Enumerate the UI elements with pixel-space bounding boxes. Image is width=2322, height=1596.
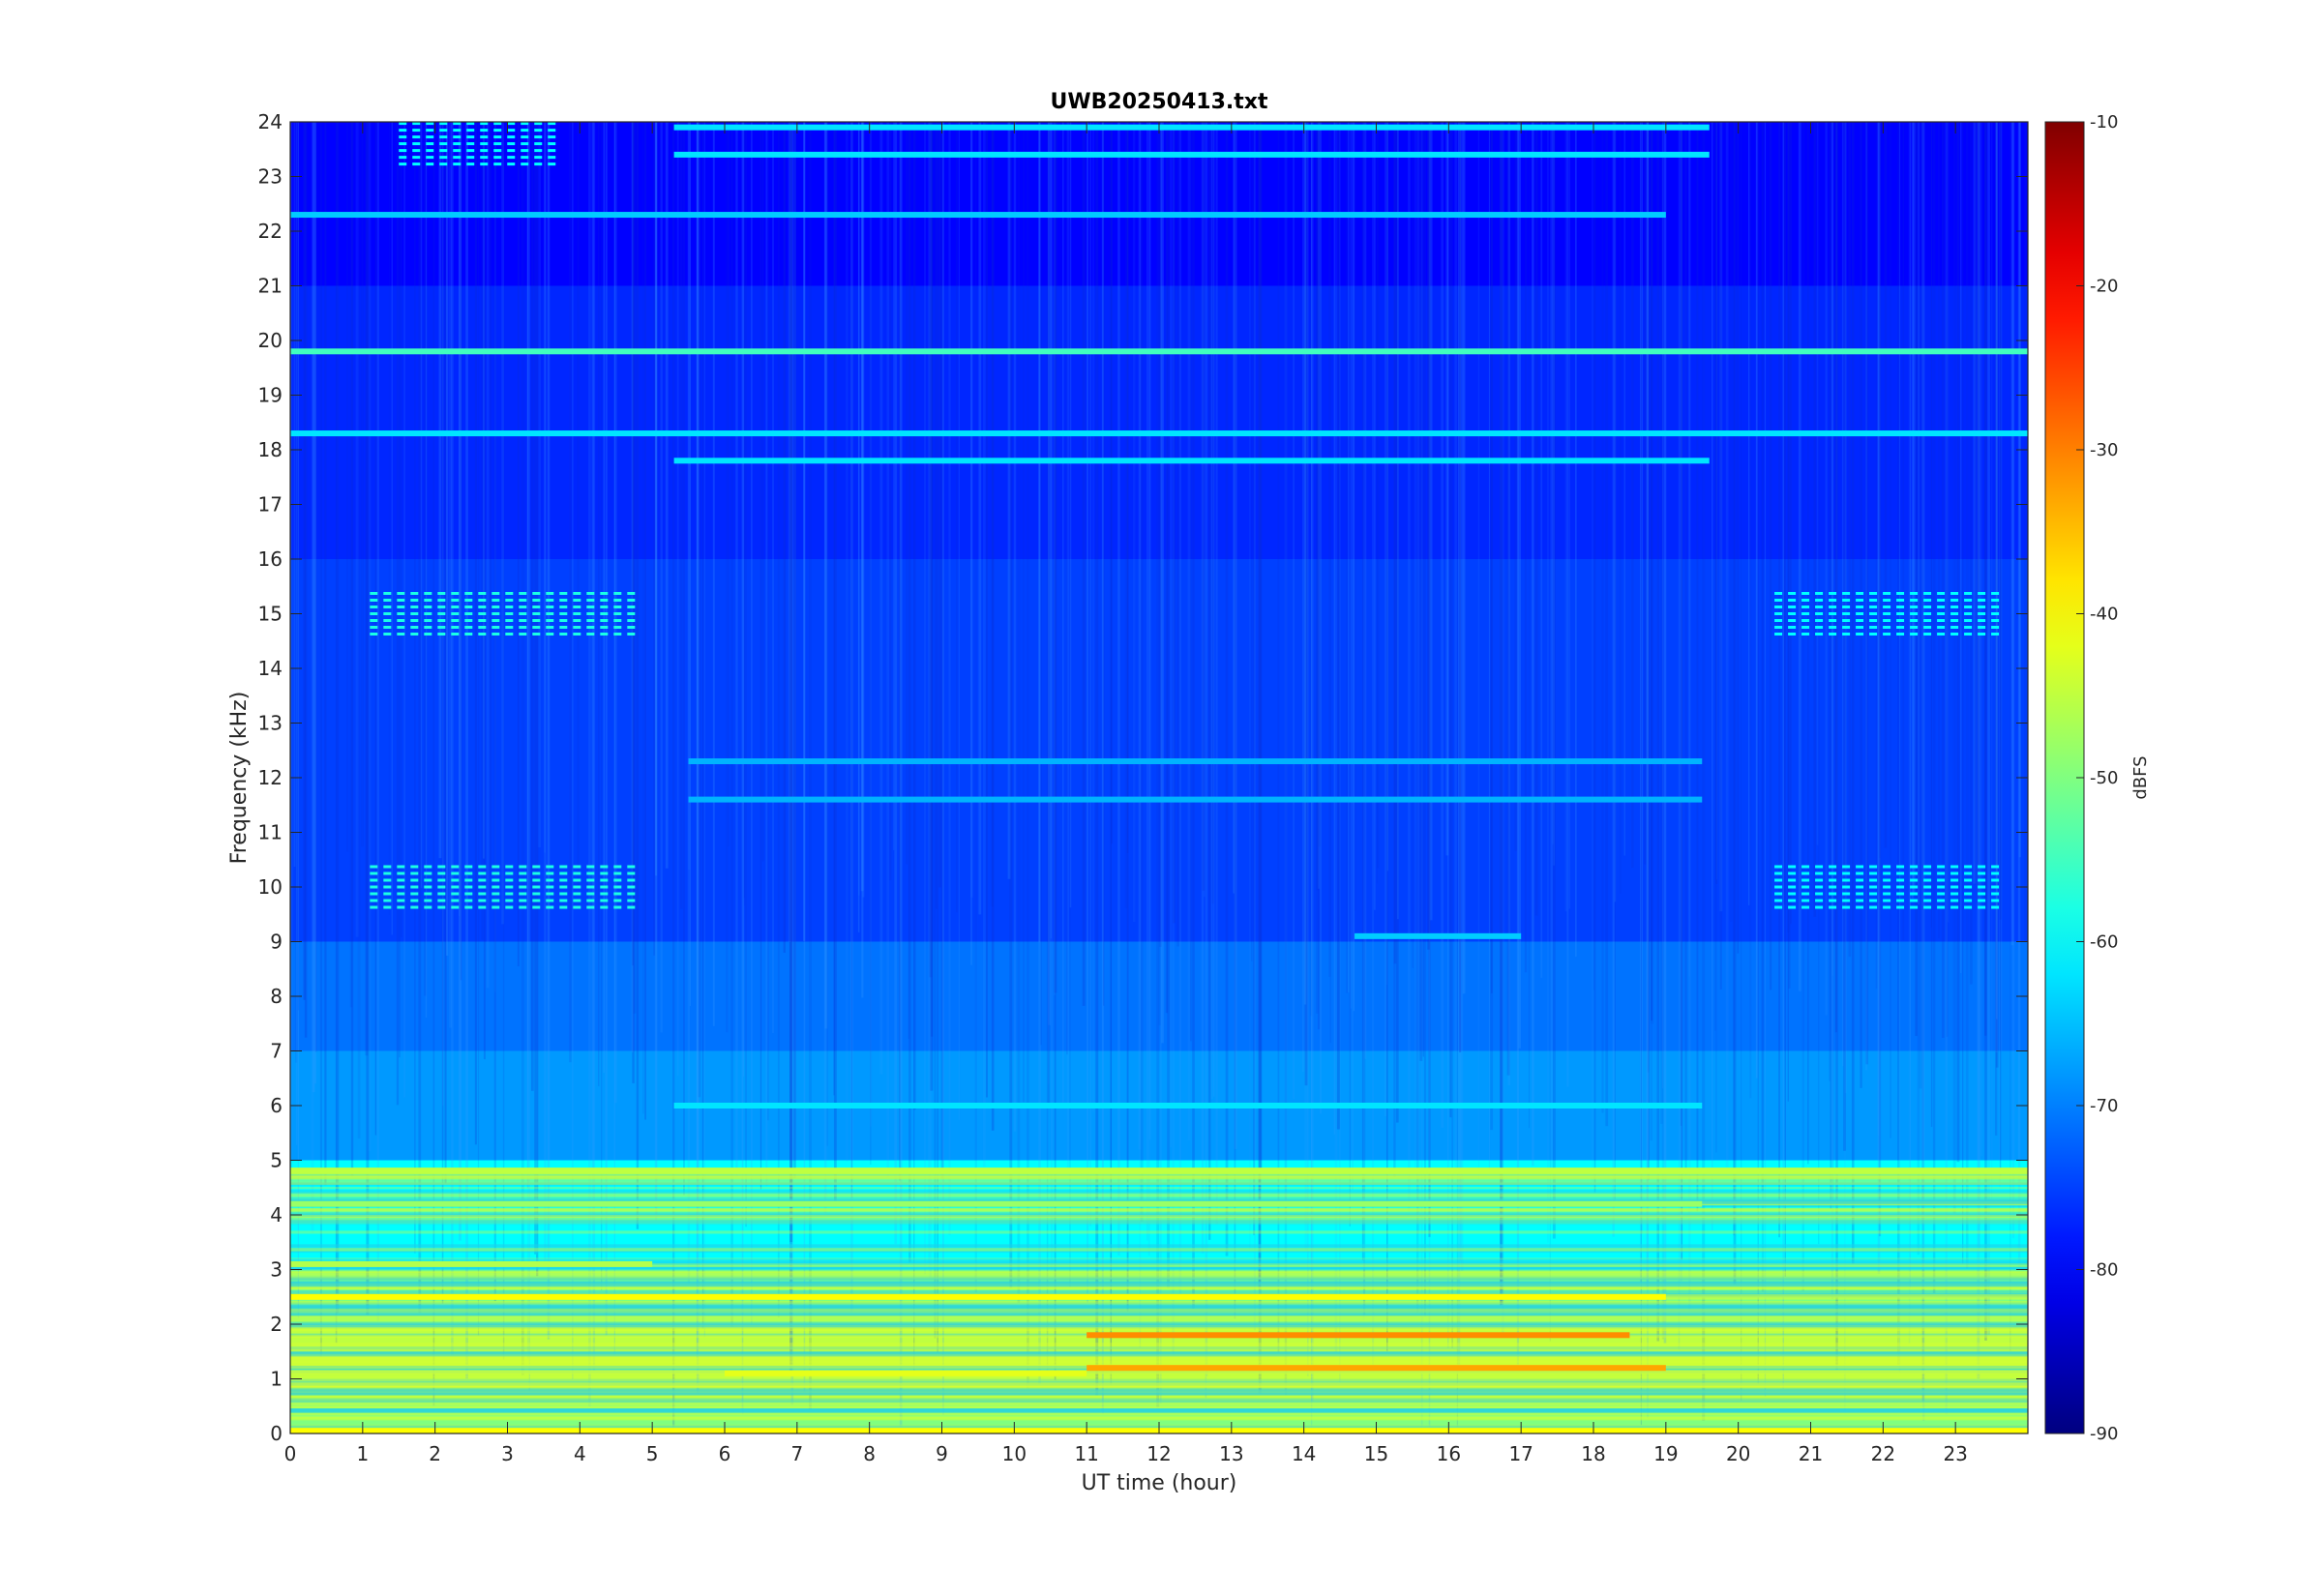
narrowband-line-16 [673, 151, 1710, 158]
narrowband-line-12 [673, 458, 1710, 464]
colorbar-tick-label-8: -90 [2090, 1424, 2118, 1444]
y-tick-label-23: 23 [258, 165, 283, 189]
y-tick-label-11: 11 [258, 821, 283, 844]
y-tick-label-13: 13 [258, 712, 283, 735]
y-tick-label-18: 18 [258, 438, 283, 461]
y-tick-label-20: 20 [258, 329, 283, 352]
x-tick-label-6: 6 [719, 1442, 731, 1465]
narrowband-line-8 [673, 1103, 1703, 1108]
narrowband-line-6 [290, 1200, 1703, 1207]
y-tick-label-10: 10 [258, 875, 283, 899]
x-tick-label-4: 4 [574, 1442, 586, 1465]
frequency-band-6 [290, 559, 2028, 942]
x-tick-label-7: 7 [790, 1442, 803, 1465]
x-axis: 0 1 2 3 4 5 6 7 8 9 10 11 12 13 14 15 16 17 18 19 20 21 22 23 [284, 122, 1968, 1465]
x-tick-label-1: 1 [356, 1442, 369, 1465]
narrowband-line-3 [1087, 1332, 1630, 1339]
y-tick-label-1: 1 [270, 1368, 283, 1391]
y-tick-label-5: 5 [270, 1149, 283, 1172]
narrowband-line-2 [1087, 1365, 1666, 1372]
x-tick-label-15: 15 [1364, 1442, 1388, 1465]
colorbar-tick-label-1: -20 [2090, 277, 2118, 297]
narrowband-line-9 [1354, 932, 1522, 939]
spectrogram-plot-area [290, 122, 2028, 1433]
frequency-band-7 [290, 285, 2028, 559]
x-tick-label-0: 0 [284, 1442, 297, 1465]
x-tick-label-10: 10 [1002, 1442, 1027, 1465]
pulsed-signal-block-2 [1774, 592, 2000, 635]
narrowband-line-10 [688, 796, 1703, 803]
chart-title: UWB20250413.txt [1051, 90, 1268, 114]
x-tick-label-17: 17 [1508, 1442, 1533, 1465]
y-tick-label-8: 8 [270, 985, 283, 1008]
y-tick-label-21: 21 [258, 275, 283, 298]
frequency-band-5 [290, 941, 2028, 1051]
y-axis-label: Frequency (kHz) [227, 692, 252, 865]
x-tick-label-21: 21 [1799, 1442, 1823, 1465]
y-tick-label-15: 15 [258, 603, 283, 626]
y-tick-label-0: 0 [270, 1422, 283, 1445]
x-tick-label-2: 2 [429, 1442, 441, 1465]
y-tick-label-4: 4 [270, 1203, 283, 1227]
colorbar-label: dBFS [2130, 755, 2151, 799]
y-tick-label-22: 22 [258, 220, 283, 243]
narrowband-line-11 [688, 758, 1703, 765]
y-tick-label-7: 7 [270, 1040, 283, 1063]
y-tick-label-16: 16 [258, 547, 283, 571]
y-tick-label-14: 14 [258, 657, 283, 680]
x-tick-label-23: 23 [1943, 1442, 1967, 1465]
x-tick-label-3: 3 [501, 1442, 514, 1465]
colorbar-tick-label-2: -30 [2090, 440, 2118, 460]
colorbar-tick-label-3: -40 [2090, 605, 2118, 625]
x-tick-label-12: 12 [1146, 1442, 1171, 1465]
narrowband-line-4 [290, 1293, 1666, 1300]
y-tick-label-9: 9 [270, 931, 283, 954]
x-tick-label-8: 8 [863, 1442, 876, 1465]
frequency-band-8 [290, 122, 2028, 286]
pulsed-signal-block-0 [370, 592, 636, 635]
narrowband-line-17 [673, 124, 1710, 131]
colorbar-tick-label-4: -50 [2090, 768, 2118, 788]
y-tick-label-19: 19 [258, 384, 283, 407]
colorbar-tick-label-0: -10 [2090, 112, 2118, 133]
y-tick-label-2: 2 [270, 1313, 283, 1336]
pulsed-signal-block-4 [399, 122, 556, 166]
narrowband-line-13 [290, 430, 2028, 437]
y-tick-label-24: 24 [258, 110, 283, 133]
x-tick-label-9: 9 [936, 1442, 948, 1465]
y-tick-label-12: 12 [258, 766, 283, 789]
colorbar-tick-label-7: -80 [2090, 1260, 2118, 1281]
y-tick-label-17: 17 [258, 493, 283, 517]
x-axis-label: UT time (hour) [1082, 1471, 1237, 1495]
y-tick-label-6: 6 [270, 1094, 283, 1117]
narrowband-line-14 [290, 348, 2028, 355]
narrowband-line-5 [290, 1260, 653, 1267]
x-tick-label-22: 22 [1871, 1442, 1895, 1465]
x-tick-label-19: 19 [1653, 1442, 1678, 1465]
narrowband-line-1 [725, 1370, 1087, 1376]
colorbar-tick-label-5: -60 [2090, 932, 2118, 953]
x-tick-label-18: 18 [1581, 1442, 1605, 1465]
pulsed-signal-block-3 [1774, 865, 2000, 909]
x-tick-label-14: 14 [1292, 1442, 1316, 1465]
y-tick-label-3: 3 [270, 1258, 283, 1282]
x-tick-label-20: 20 [1726, 1442, 1750, 1465]
narrowband-line-15 [290, 212, 1666, 219]
colorbar: -10 -20 -30 -40 -50 -60 -70 -80 -90 [2044, 112, 2118, 1444]
x-tick-label-16: 16 [1437, 1442, 1461, 1465]
colorbar-tick-label-6: -70 [2090, 1096, 2118, 1116]
pulsed-signal-block-1 [370, 865, 636, 909]
x-tick-label-13: 13 [1219, 1442, 1243, 1465]
narrowband-line-7 [290, 1167, 2028, 1174]
x-tick-label-5: 5 [646, 1442, 659, 1465]
x-tick-label-11: 11 [1074, 1442, 1098, 1465]
